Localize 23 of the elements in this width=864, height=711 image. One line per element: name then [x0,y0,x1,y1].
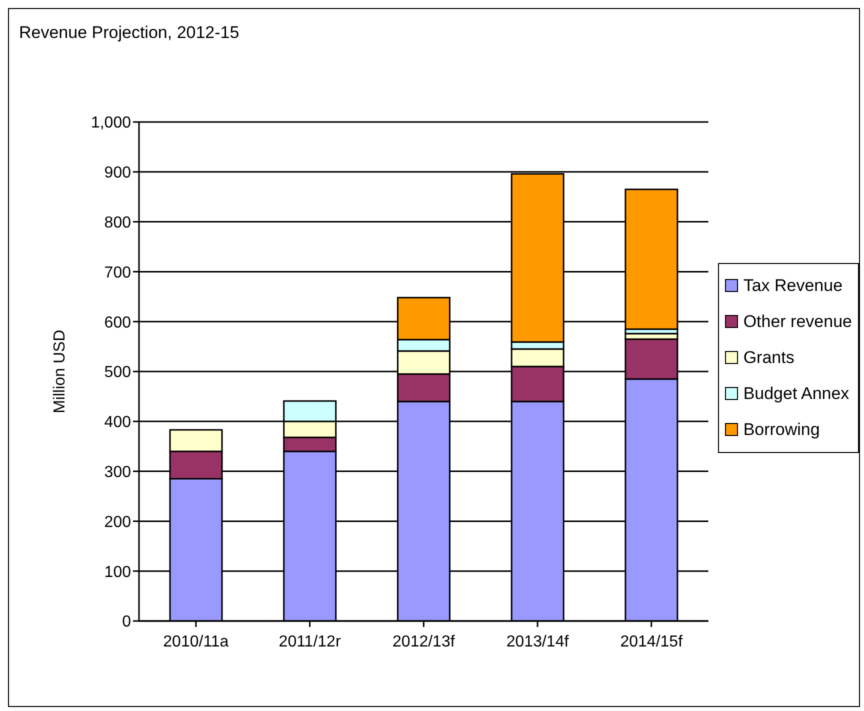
x-tick-label: 2014/15f [620,633,684,650]
y-tick-label: 500 [104,364,132,382]
legend-label: Borrowing [743,420,820,440]
y-tick-label: 0 [122,614,132,631]
legend-label: Tax Revenue [743,276,843,296]
y-tick-label: 100 [104,564,132,581]
chart-title: Revenue Projection, 2012-15 [19,23,240,43]
y-tick-label: 300 [104,464,132,481]
x-tick-label: 2012/13f [392,633,456,650]
x-tick-label: 2010/11a [163,633,229,650]
y-axis-title: Million USD [52,330,69,414]
y-tick-label: 400 [104,414,132,432]
y-tick-label: 600 [104,314,132,332]
y-tick-label: 1,000 [90,114,132,132]
x-tick-label: 2011/12r [278,633,342,650]
y-tick-label: 200 [104,514,132,531]
y-tick-label: 800 [104,214,132,232]
legend-label: Other revenue [743,312,852,332]
y-tick-label: 700 [104,264,132,282]
x-tick-label: 2013/14f [506,633,570,650]
y-tick-label: 900 [104,164,132,182]
legend-label: Grants [743,348,794,368]
legend-label: Budget Annex [743,384,850,404]
